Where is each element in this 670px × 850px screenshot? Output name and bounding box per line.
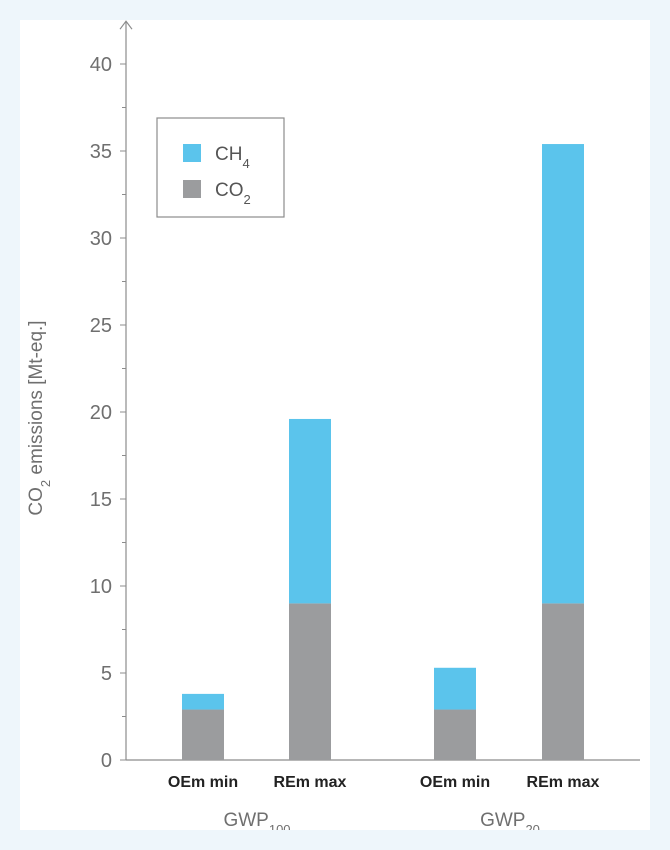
- y-tick-label: 40: [90, 54, 112, 76]
- y-ticks: 0 5 10 15 20 25 30 35 40: [90, 54, 126, 772]
- bar-co2-2: [434, 709, 476, 760]
- x-category-label: REm max: [274, 774, 347, 791]
- legend-box: [156, 117, 285, 218]
- group-label: GWP100: [223, 810, 290, 830]
- legend-label: CH4: [215, 144, 250, 171]
- group-labels: GWP100 GWP20: [223, 810, 539, 830]
- y-tick-label: 0: [101, 750, 112, 772]
- group-label: GWP20: [480, 810, 540, 830]
- legend-swatch-co2: [183, 180, 201, 198]
- y-tick-label: 5: [101, 663, 112, 685]
- y-tick-label: 20: [90, 402, 112, 424]
- bar-ch4-1: [289, 418, 331, 604]
- bar-ch4-2: [434, 667, 476, 710]
- legend-label: CO2: [215, 180, 251, 207]
- x-category-labels: OEm min REm max OEm min REm max: [168, 774, 600, 791]
- bar-ch4-3: [542, 144, 584, 604]
- x-category-label: OEm min: [420, 774, 490, 791]
- bars: [182, 144, 584, 760]
- y-tick-label: 25: [90, 315, 112, 337]
- bar-co2-1: [289, 603, 331, 760]
- bar-ch4-0: [182, 693, 224, 710]
- y-tick-label: 35: [90, 141, 112, 163]
- y-tick-label: 30: [90, 228, 112, 250]
- legend-swatch-ch4: [183, 144, 201, 162]
- x-category-label: REm max: [527, 774, 600, 791]
- chart-panel: 0 5 10 15 20 25 30 35 40 OEm min REm max OEm min RE…: [20, 20, 650, 830]
- x-category-label: OEm min: [168, 774, 238, 791]
- bar-co2-0: [182, 709, 224, 760]
- bar-co2-3: [542, 603, 584, 760]
- y-axis-arrow: [119, 20, 133, 30]
- stacked-bar-chart: 0 5 10 15 20 25 30 35 40 OEm min REm max OEm min RE…: [26, 20, 640, 830]
- y-tick-label: 10: [90, 576, 112, 598]
- y-tick-label: 15: [90, 489, 112, 511]
- y-axis-label: CO2 emissions [Mt-eq.]: [26, 320, 53, 515]
